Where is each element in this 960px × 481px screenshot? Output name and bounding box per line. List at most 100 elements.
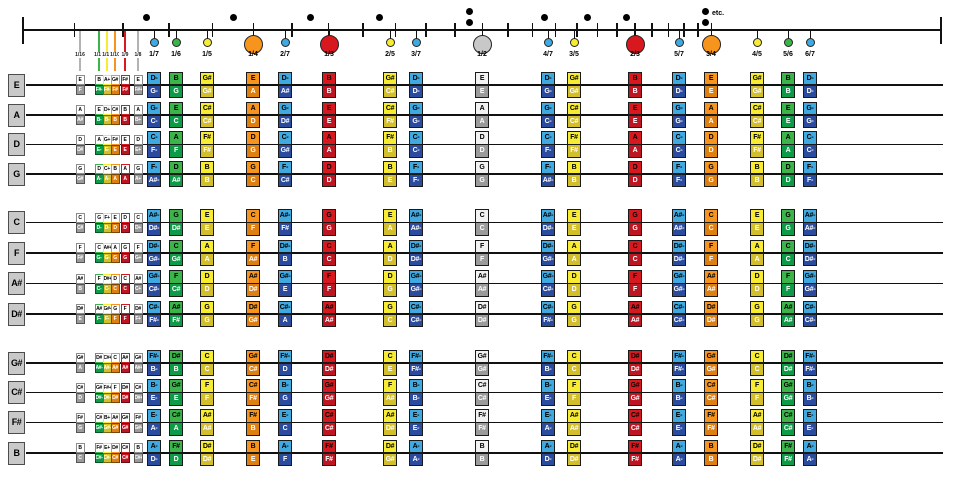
harmonic-pitch-cell: B-: [278, 379, 292, 393]
node-circle: [674, 38, 684, 47]
stopped-pitch-cell: G#: [120, 422, 130, 433]
stopped-pitch-cell: A: [750, 252, 764, 266]
fret-marker-dot: [701, 19, 709, 26]
fret-marker-dot: [229, 13, 237, 21]
stopped-pitch-cell: G: [110, 253, 120, 263]
harmonic-pitch-cell: B-: [541, 379, 555, 393]
harmonic-pitch-cell: C#-: [803, 300, 817, 314]
harmonic-pitch-cell: G: [628, 209, 642, 223]
harmonic-pitch-cell: G-: [803, 101, 817, 115]
harmonic-pitch-cell: A#: [322, 300, 336, 314]
node-stem: [328, 31, 330, 36]
stopped-pitch-cell: A#-: [541, 173, 555, 187]
node-stem: [710, 31, 712, 36]
fret-tick: [616, 23, 618, 37]
stopped-pitch-cell: G#: [750, 84, 764, 98]
stopped-pitch-cell: G-: [672, 114, 686, 128]
harmonic-pitch-cell: F#-: [147, 349, 161, 363]
stopped-pitch-cell: D: [750, 283, 764, 297]
harmonic-pitch-cell: G: [133, 164, 143, 174]
harmonic-pitch-cell: B: [567, 160, 581, 174]
stopped-pitch-cell: G#: [110, 422, 120, 433]
stopped-pitch-cell: F: [200, 392, 214, 406]
stopped-pitch-cell: G#+: [133, 422, 143, 433]
harmonic-pitch-cell: B: [75, 443, 85, 453]
harmonic-pitch-cell: A#-: [409, 209, 423, 223]
harmonic-pitch-cell: E: [169, 101, 183, 115]
stopped-pitch-cell: A#-: [409, 222, 423, 236]
stopped-pitch-cell: C+: [133, 283, 143, 294]
stopped-pitch-cell: E: [169, 392, 183, 406]
harmonic-pitch-cell: F-: [147, 160, 161, 174]
stopped-pitch-cell: C#-: [541, 283, 555, 297]
harmonic-pitch-cell: B-: [147, 379, 161, 393]
stopped-pitch-cell: D#-: [147, 222, 161, 236]
stopped-pitch-cell: E: [475, 84, 489, 98]
stopped-pitch-cell: C: [110, 283, 120, 294]
harmonic-pitch-cell: A-: [541, 439, 555, 453]
stopped-pitch-cell: C: [200, 362, 214, 376]
harmonic-pitch-cell: B: [628, 71, 642, 85]
harmonic-pitch-cell: F#: [628, 439, 642, 453]
fret-tick: [394, 23, 397, 37]
stopped-pitch-cell: A-: [672, 452, 686, 466]
stopped-pitch-cell: G#: [781, 392, 795, 406]
fret-tick: [362, 23, 364, 37]
harmonic-pitch-cell: B: [475, 439, 489, 453]
harmonic-pitch-cell: A#: [133, 273, 143, 284]
stopped-pitch-cell: D+: [133, 222, 143, 233]
harmonic-pitch-cell: G#: [750, 71, 764, 85]
harmonic-pitch-cell: D#: [75, 304, 85, 314]
stopped-pitch-cell: C#-: [672, 313, 686, 327]
stopped-pitch-cell: G#: [567, 84, 581, 98]
stopped-pitch-cell: G-: [541, 84, 555, 98]
harmonic-pitch-cell: E-: [147, 409, 161, 423]
harmonic-pitch-cell: D: [750, 270, 764, 284]
tiny-fraction-label: 1/9: [119, 52, 131, 58]
harmonic-pitch-cell: G: [322, 209, 336, 223]
harmonic-pitch-cell: G-: [409, 101, 423, 115]
harmonic-pitch-cell: E-: [803, 409, 817, 423]
stopped-pitch-cell: C#: [75, 222, 85, 233]
node-stem: [756, 31, 758, 39]
stopped-pitch-cell: C: [383, 313, 397, 327]
stopped-pitch-cell: E: [200, 222, 214, 236]
stopped-pitch-cell: C#: [246, 362, 260, 376]
node-stem: [284, 31, 286, 39]
harmonic-pitch-cell: A#-: [803, 209, 817, 223]
harmonic-pitch-cell: D: [200, 270, 214, 284]
stopped-pitch-cell: E: [750, 222, 764, 236]
fraction-label: 1/4: [248, 51, 258, 58]
stopped-pitch-cell: G#-: [541, 252, 555, 266]
string-label: C#: [8, 381, 25, 404]
node-circle: [701, 34, 721, 54]
stopped-pitch-cell: F#: [781, 452, 795, 466]
harmonic-pitch-cell: D#-: [803, 239, 817, 253]
harmonic-pitch-cell: A-: [278, 439, 292, 453]
harmonic-pitch-cell: C#-: [541, 300, 555, 314]
harmonic-pitch-cell: F#: [169, 439, 183, 453]
stopped-pitch-cell: A-: [409, 452, 423, 466]
harmonic-pitch-cell: G: [246, 160, 260, 174]
stopped-pitch-cell: E: [322, 114, 336, 128]
node-circle: [385, 38, 395, 47]
stopped-pitch-cell: C: [567, 362, 581, 376]
stopped-pitch-cell: G#-: [147, 252, 161, 266]
harmonic-pitch-cell: G: [75, 164, 85, 174]
node-stem: [415, 31, 417, 39]
etc-label: etc.: [712, 10, 725, 17]
harmonic-pitch-cell: F#: [133, 412, 143, 423]
harmonic-pitch-cell: F: [704, 239, 718, 253]
harmonic-pitch-cell: C#: [120, 443, 130, 453]
harmonic-pitch-cell: G: [567, 300, 581, 314]
harmonic-pitch-cell: B: [704, 439, 718, 453]
harmonic-pitch-cell: F#-: [672, 349, 686, 363]
stopped-pitch-cell: F#: [567, 144, 581, 158]
stopped-pitch-cell: E: [278, 283, 292, 297]
harmonic-pitch-cell: C#: [704, 379, 718, 393]
stopped-pitch-cell: A: [75, 363, 85, 373]
stopped-pitch-cell: B: [628, 84, 642, 98]
harmonic-pitch-cell: C#: [133, 382, 143, 393]
stopped-pitch-cell: A#: [278, 84, 292, 98]
stopped-pitch-cell: D-: [147, 452, 161, 466]
